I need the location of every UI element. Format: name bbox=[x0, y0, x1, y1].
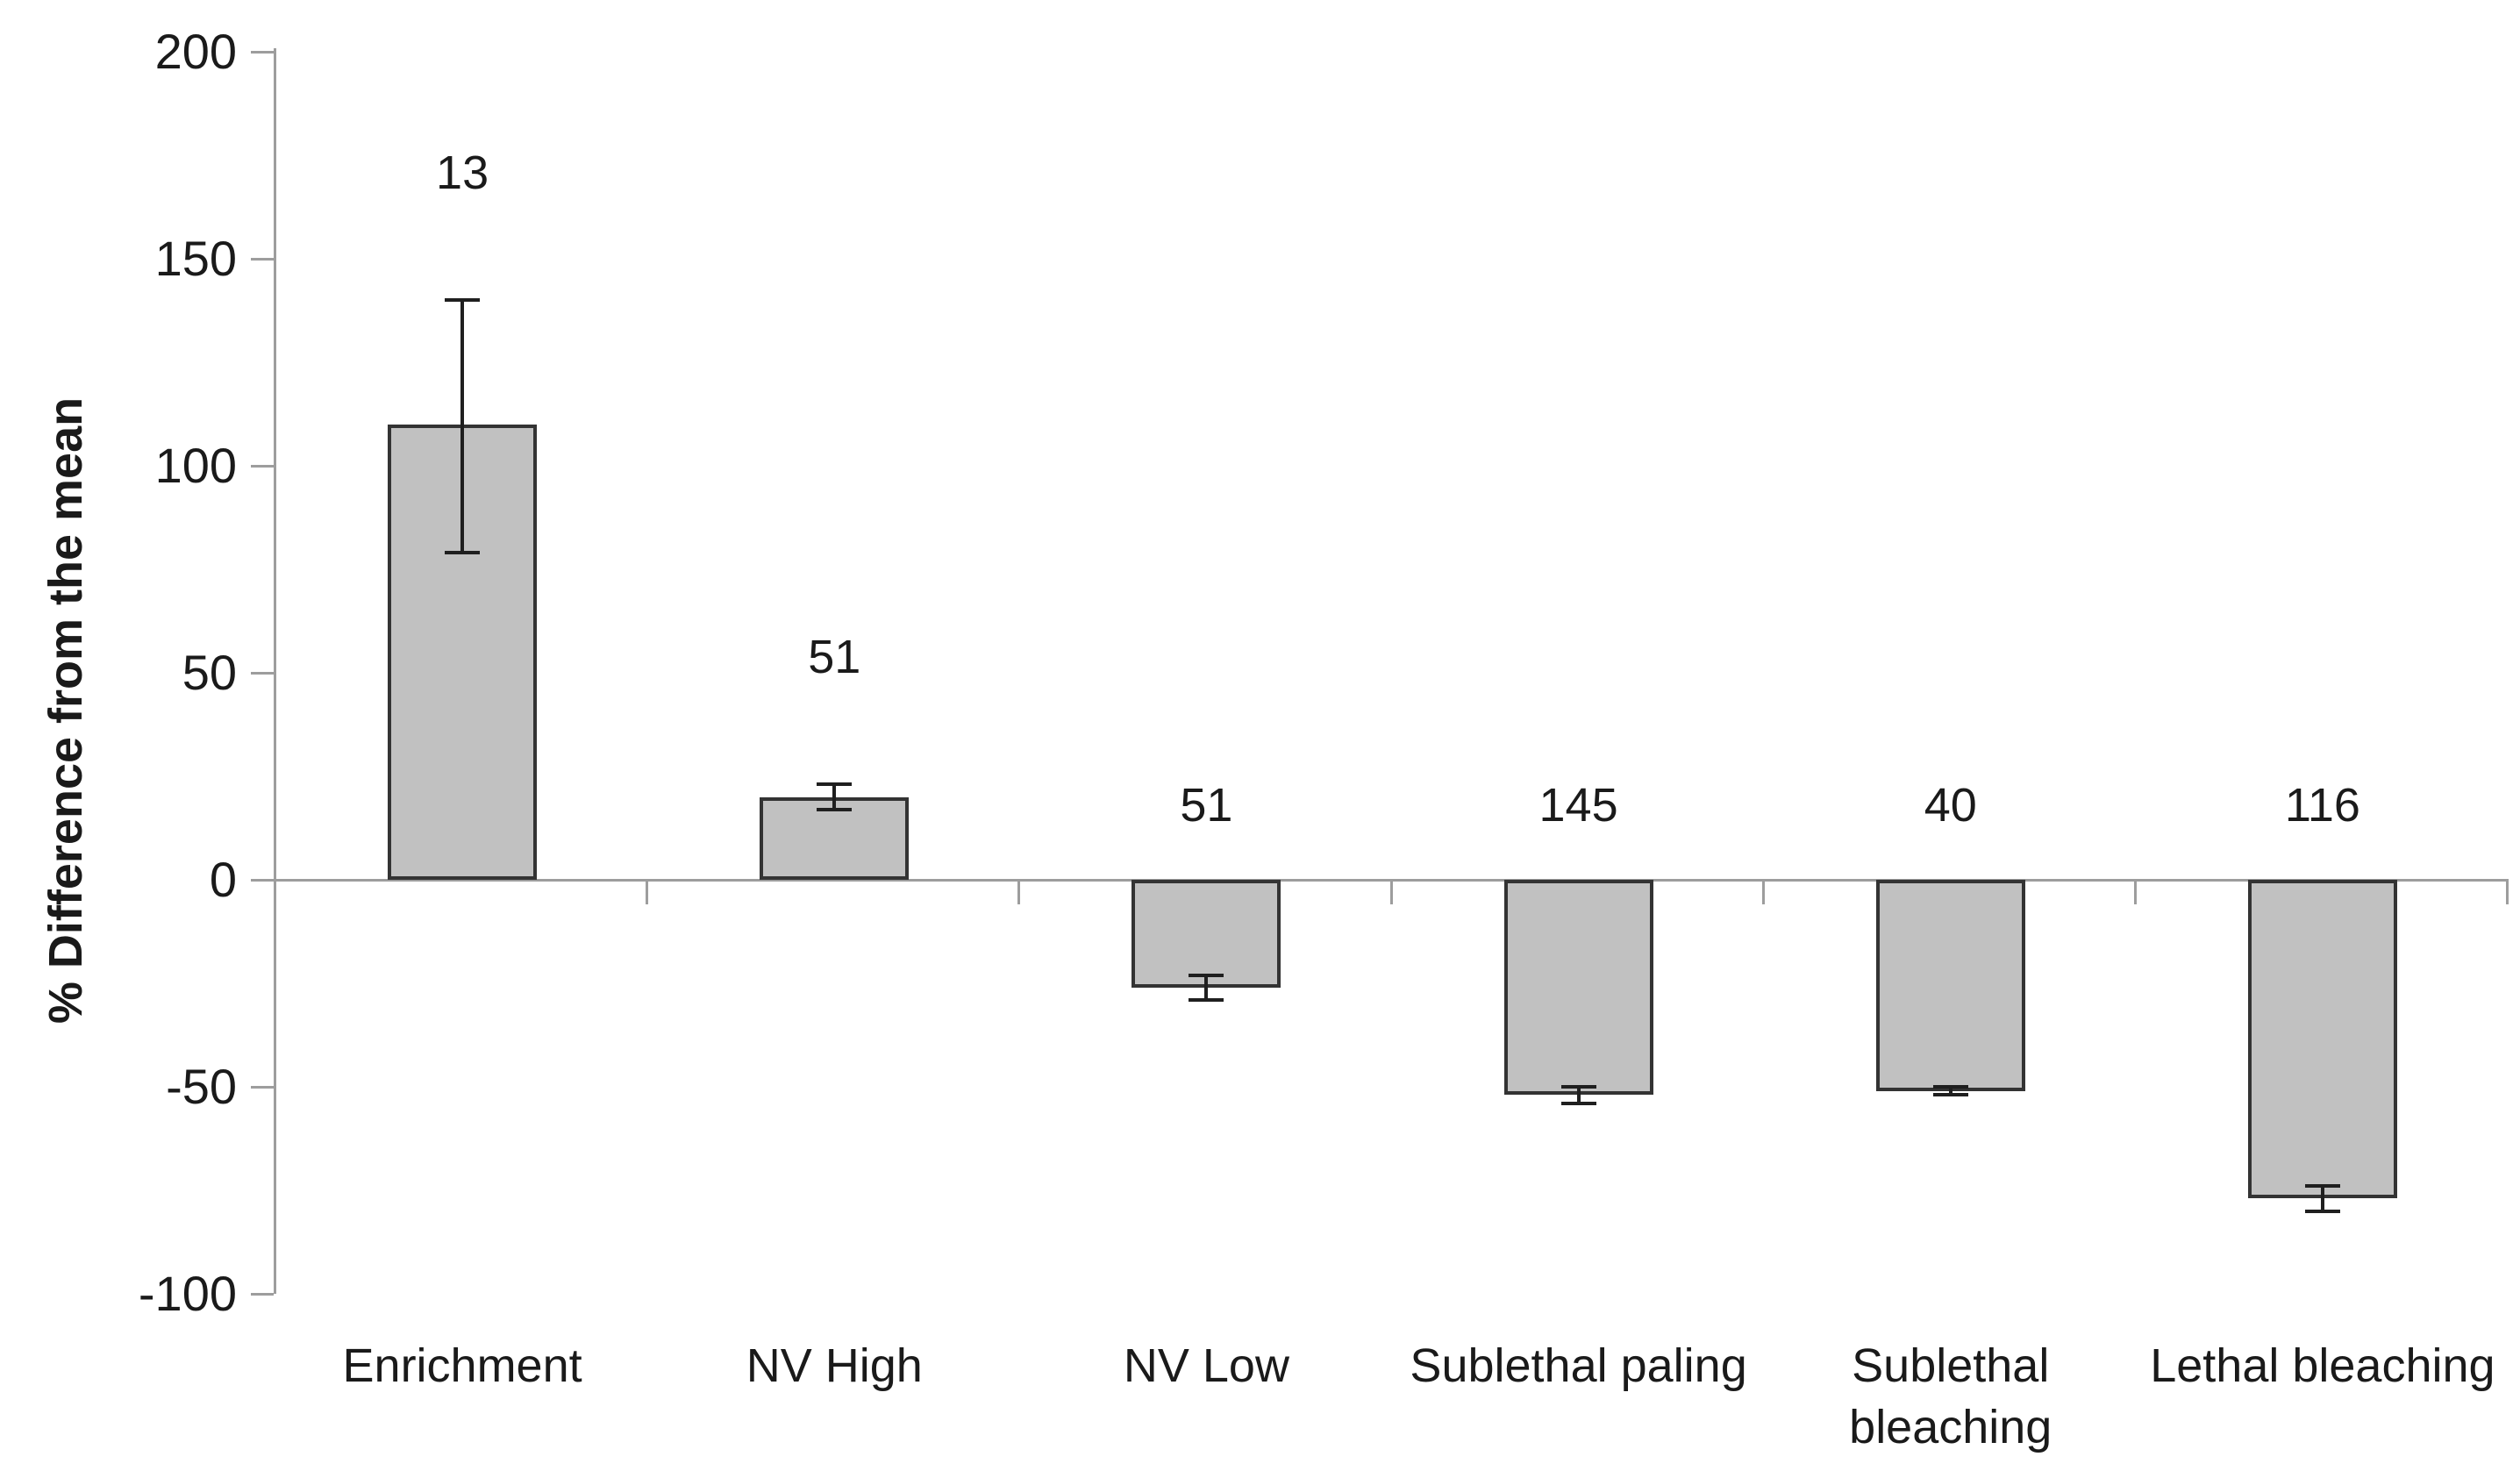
error-bar-cap-bottom bbox=[1560, 1101, 1596, 1105]
error-bar-cap-bottom bbox=[1189, 997, 1224, 1002]
error-bar-line bbox=[460, 300, 465, 553]
bar bbox=[1875, 880, 2025, 1091]
error-bar-line bbox=[2320, 1186, 2324, 1211]
error-bar-cap-bottom bbox=[2304, 1209, 2340, 1213]
error-bar-cap-bottom bbox=[1932, 1093, 1968, 1097]
bar bbox=[1132, 880, 1281, 988]
error-bar-cap-top bbox=[817, 782, 853, 787]
x-axis-tick bbox=[1761, 882, 1765, 904]
y-tick-label: 150 bbox=[154, 231, 237, 286]
error-bar-cap-top bbox=[1189, 973, 1224, 977]
x-axis-tick bbox=[1017, 882, 1021, 904]
value-label: 51 bbox=[808, 631, 861, 684]
error-bar-cap-top bbox=[2304, 1184, 2340, 1189]
error-bar-cap-top bbox=[445, 298, 481, 303]
x-axis-tick bbox=[646, 882, 649, 904]
error-bar-cap-bottom bbox=[817, 807, 853, 811]
value-label: 40 bbox=[1924, 779, 1977, 832]
x-category-label: Lethal bleaching bbox=[2150, 1339, 2495, 1392]
x-axis-tick bbox=[1389, 882, 1393, 904]
y-tick-label: 200 bbox=[154, 24, 237, 79]
y-axis-tick bbox=[251, 258, 274, 261]
x-category-label: NV High bbox=[746, 1339, 923, 1392]
y-axis-tick bbox=[251, 1086, 274, 1089]
error-bar-line bbox=[832, 784, 837, 810]
y-axis-tick bbox=[251, 672, 274, 675]
y-tick-label: 50 bbox=[182, 645, 237, 700]
error-bar-line bbox=[1204, 975, 1209, 1000]
x-axis-line bbox=[276, 879, 2509, 882]
y-tick-label: 100 bbox=[154, 438, 237, 493]
error-bar-cap-top bbox=[1932, 1085, 1968, 1089]
x-axis-tick bbox=[2133, 882, 2137, 904]
y-axis-tick bbox=[251, 51, 274, 54]
y-tick-label: -50 bbox=[166, 1059, 237, 1114]
value-label: 51 bbox=[1180, 779, 1233, 832]
x-category-label: NV Low bbox=[1123, 1339, 1289, 1392]
error-bar-cap-bottom bbox=[445, 551, 481, 555]
error-bar-line bbox=[1576, 1087, 1581, 1103]
x-axis-tick bbox=[2506, 882, 2509, 904]
bar bbox=[2247, 880, 2397, 1199]
y-axis-tick bbox=[251, 1293, 274, 1296]
y-axis-tick bbox=[251, 879, 274, 882]
x-category-label: Sublethal paling bbox=[1410, 1339, 1747, 1392]
y-axis-line bbox=[274, 48, 276, 1294]
y-axis-tick bbox=[251, 465, 274, 468]
y-tick-label: 0 bbox=[209, 852, 237, 907]
bar bbox=[1503, 880, 1653, 1096]
y-tick-label: -100 bbox=[138, 1266, 237, 1321]
x-category-label: Enrichment bbox=[342, 1339, 582, 1392]
error-bar-cap-top bbox=[1560, 1085, 1596, 1089]
x-category-label: Sublethal bbox=[1852, 1339, 2050, 1392]
value-label: 13 bbox=[436, 146, 489, 200]
error-bar-line bbox=[1948, 1087, 1952, 1096]
value-label: 116 bbox=[2284, 779, 2360, 832]
x-category-label: bleaching bbox=[1849, 1401, 2052, 1453]
value-label: 145 bbox=[1538, 779, 1618, 832]
